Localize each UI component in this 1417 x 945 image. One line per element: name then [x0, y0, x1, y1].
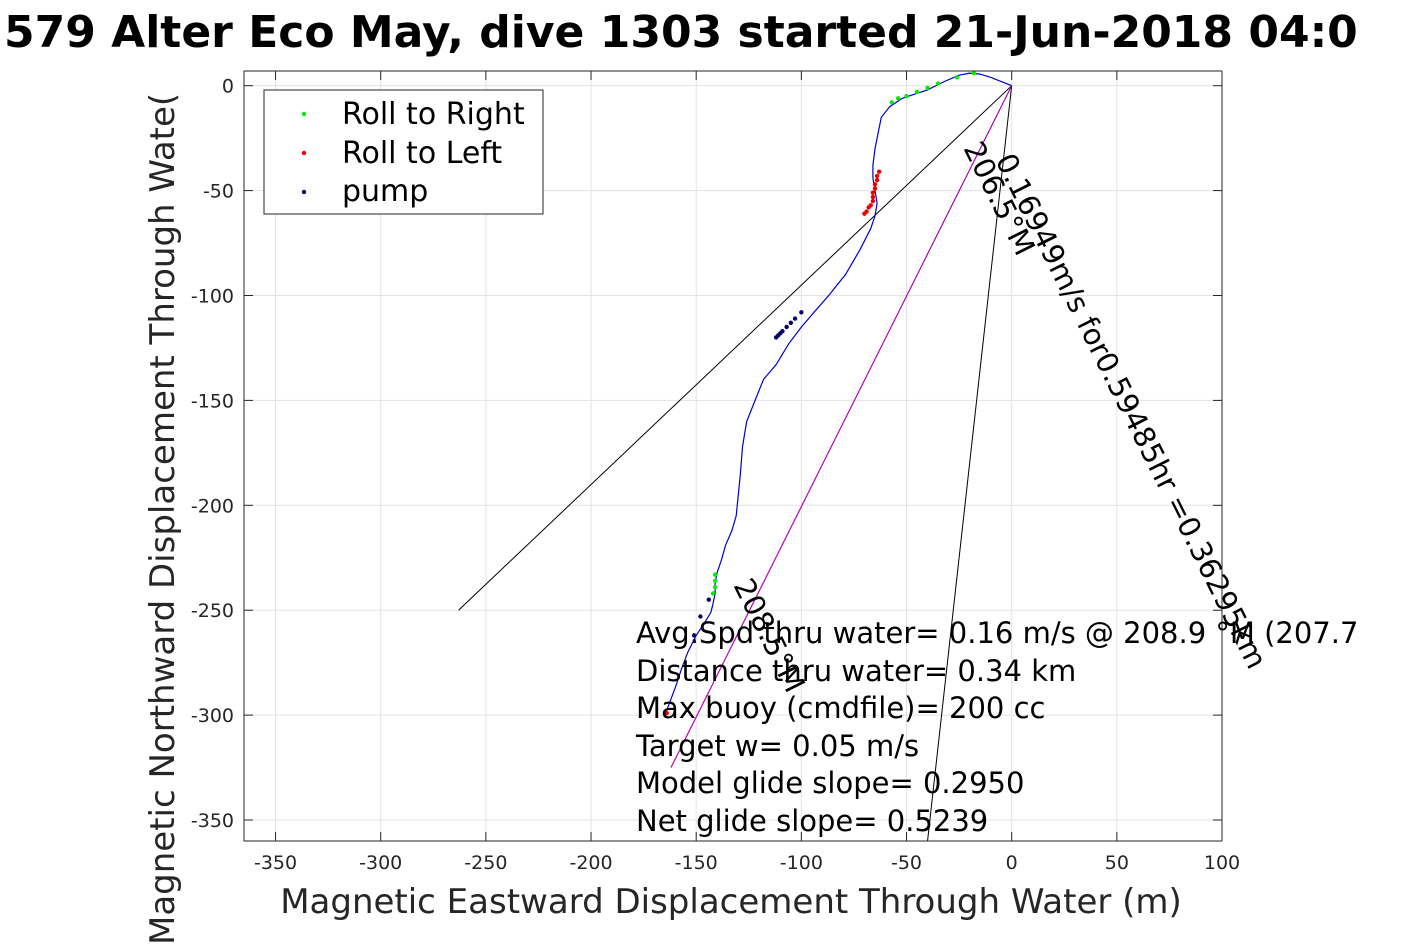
roll-left-point — [870, 190, 876, 195]
roll-right-point — [914, 89, 920, 95]
x-tick-label: -100 — [780, 852, 823, 874]
roll-right-point — [712, 578, 718, 584]
roll-left-point — [664, 710, 669, 716]
pump-point — [706, 597, 712, 602]
pump-point — [792, 316, 798, 321]
y-tick-label: -350 — [191, 810, 234, 832]
x-tick-label: -300 — [359, 852, 402, 874]
x-tick-label: 50 — [1105, 852, 1129, 874]
reference-line — [927, 85, 1013, 841]
roll-right-point — [954, 75, 960, 80]
x-tick-label: -350 — [254, 852, 297, 874]
legend: Roll to Right Roll to Left pump — [263, 89, 544, 215]
x-axis-label: Magnetic Eastward Displacement Through W… — [280, 882, 1182, 922]
x-tick-label: 100 — [1204, 852, 1240, 874]
pump-point — [698, 614, 703, 619]
markers — [664, 71, 977, 716]
roll-right-point — [712, 584, 718, 590]
roll-right-point — [925, 85, 930, 90]
pump-point — [788, 320, 794, 325]
roll-right-point — [895, 96, 901, 101]
roll-right-point — [710, 591, 716, 596]
max-buoy-annotation: Max buoy (cmdfile)= 200 cc — [636, 691, 1045, 725]
target-w-annotation: Target w= 0.05 m/s — [635, 729, 919, 763]
legend-marker-roll-right — [301, 111, 307, 117]
y-tick-label: 0 — [222, 76, 234, 98]
summary-annotations: Avg.Spd thru water= 0.16 m/s @ 208.9 °M … — [635, 616, 1358, 838]
roll-left-point — [872, 182, 878, 187]
x-tick-label: 0 — [1006, 852, 1018, 874]
roll-left-point — [872, 186, 878, 191]
roll-left-point — [876, 169, 882, 174]
legend-box — [263, 89, 544, 215]
y-tick-label: -200 — [191, 495, 234, 517]
reference-line — [670, 85, 1013, 768]
roll-right-point — [712, 572, 718, 577]
pump-point — [691, 633, 697, 638]
roll-right-point — [904, 93, 909, 99]
chart-title: 579 Alter Eco May, dive 1303 started 21-… — [4, 7, 1358, 58]
roll-left-point — [874, 177, 880, 183]
y-tick-label: -100 — [191, 285, 234, 307]
pump-point — [799, 310, 804, 315]
legend-marker-pump — [301, 189, 307, 195]
roll-left-point — [870, 198, 876, 204]
y-axis-label: Magnetic Northward Displacement Through … — [143, 93, 183, 945]
ticks: -350 -300 -250 -200 -150 -100 -50 0 50 100 0 -50 -10… — [191, 71, 1240, 874]
x-tick-label: -250 — [464, 852, 507, 874]
x-tick-label: -50 — [891, 852, 922, 874]
roll-right-point — [889, 100, 894, 105]
legend-label-pump: pump — [342, 174, 428, 209]
net-glide-slope-annotation: Net glide slope= 0.5239 — [636, 804, 988, 838]
x-tick-label: -150 — [675, 852, 718, 874]
roll-left-point — [866, 205, 871, 210]
roll-right-point — [971, 71, 977, 76]
reference-lines — [458, 85, 1013, 841]
model-glide-slope-annotation: Model glide slope= 0.2950 — [636, 766, 1024, 800]
y-tick-label: -50 — [203, 181, 234, 203]
legend-label-roll-left: Roll to Left — [342, 136, 502, 171]
legend-label-roll-right: Roll to Right — [342, 97, 525, 132]
axes-box — [243, 70, 1223, 842]
roll-left-point — [870, 194, 876, 200]
pump-point — [773, 335, 779, 340]
roll-left-point — [862, 211, 867, 216]
roll-right-point — [935, 81, 941, 86]
reference-line — [458, 85, 1013, 611]
avg-speed-annotation: Avg.Spd thru water= 0.16 m/s @ 208.9 °M … — [636, 616, 1358, 650]
track-line — [664, 72, 1012, 716]
legend-marker-roll-left — [301, 150, 307, 156]
y-tick-label: -300 — [191, 705, 234, 727]
distance-annotation: Distance thru water= 0.34 km — [636, 654, 1076, 688]
dive-track — [664, 72, 1012, 716]
y-tick-label: -250 — [191, 600, 234, 622]
pump-point — [784, 324, 789, 330]
y-tick-label: -150 — [191, 390, 234, 412]
roll-left-point — [874, 173, 880, 179]
x-tick-label: -200 — [569, 852, 612, 874]
